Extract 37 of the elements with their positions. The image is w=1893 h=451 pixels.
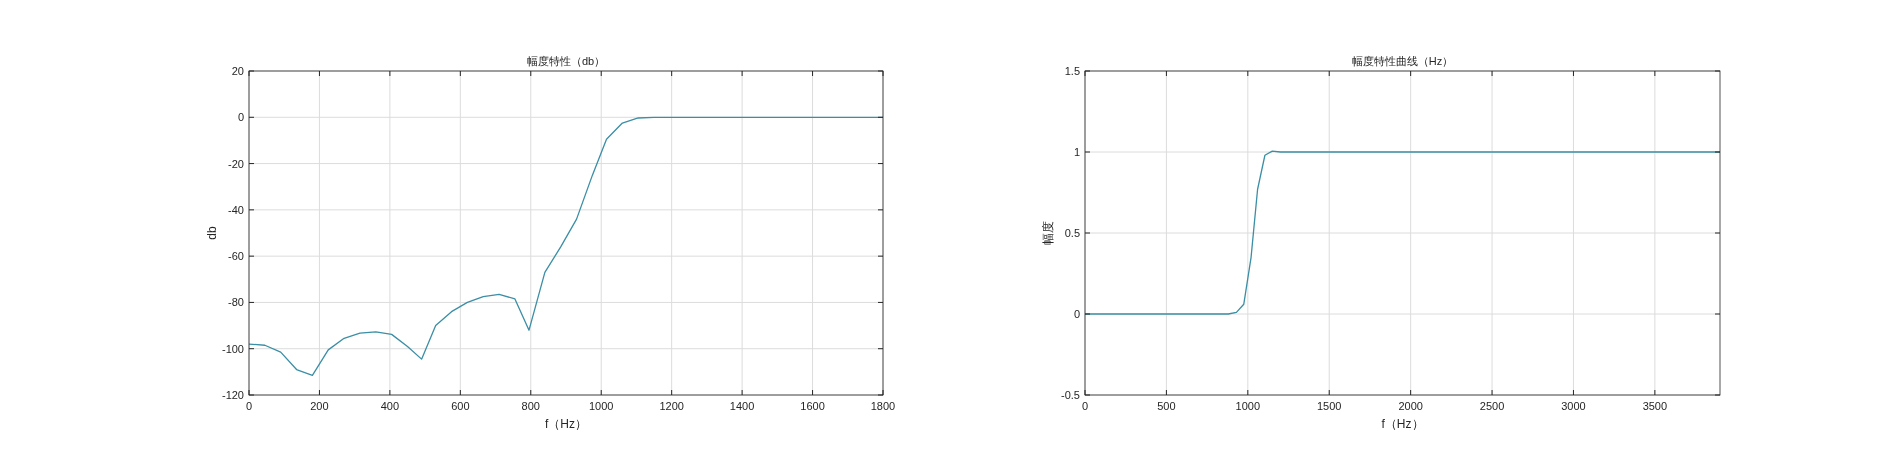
x-tick-label: 1600 (800, 400, 825, 412)
y-tick-label: 0 (1073, 308, 1080, 320)
x-tick-label: 3000 (1561, 400, 1586, 412)
x-tick-label: 1500 (1316, 400, 1342, 412)
x-tick-label: 2500 (1479, 400, 1505, 412)
y-tick-label: -40 (228, 203, 244, 216)
y-axis-title: 幅度 (1041, 221, 1055, 245)
x-tick-label: 2000 (1398, 400, 1423, 412)
y-axis-title: db (205, 226, 219, 240)
x-tick-label: 1800 (870, 400, 896, 412)
x-tick-label: 1400 (729, 400, 755, 412)
y-tick-label: -100 (221, 342, 244, 355)
y-tick-label: -120 (221, 389, 244, 401)
y-tick-label: 20 (231, 65, 244, 77)
x-tick-label: 800 (521, 400, 540, 412)
x-tick-label: 1000 (588, 400, 614, 412)
x-tick-label: 1200 (659, 400, 684, 412)
x-tick-label: 500 (1157, 400, 1176, 412)
y-tick-label: -20 (228, 157, 244, 170)
y-tick-label: 1 (1073, 146, 1080, 158)
x-tick-label: 200 (310, 400, 329, 412)
chart-title: 幅度特性（db） (526, 55, 606, 67)
x-tick-label: 3500 (1642, 400, 1668, 412)
x-tick-label: 0 (1081, 400, 1089, 412)
x-axis-title: f（Hz） (545, 417, 587, 431)
y-tick-label: 1.5 (1064, 65, 1080, 77)
x-tick-label: 0 (245, 400, 253, 412)
x-tick-label: 400 (380, 400, 400, 412)
y-tick-label: -80 (228, 296, 244, 309)
x-axis-title: f（Hz） (1381, 417, 1424, 431)
y-tick-label: -60 (228, 250, 244, 263)
y-tick-label: 0.5 (1064, 227, 1080, 239)
y-tick-label: -0.5 (1061, 389, 1080, 401)
x-tick-label: 1000 (1235, 400, 1261, 412)
y-tick-label: 0 (237, 111, 244, 124)
chart-title: 幅度特性曲线（Hz） (1351, 55, 1454, 67)
x-tick-label: 600 (451, 400, 470, 412)
